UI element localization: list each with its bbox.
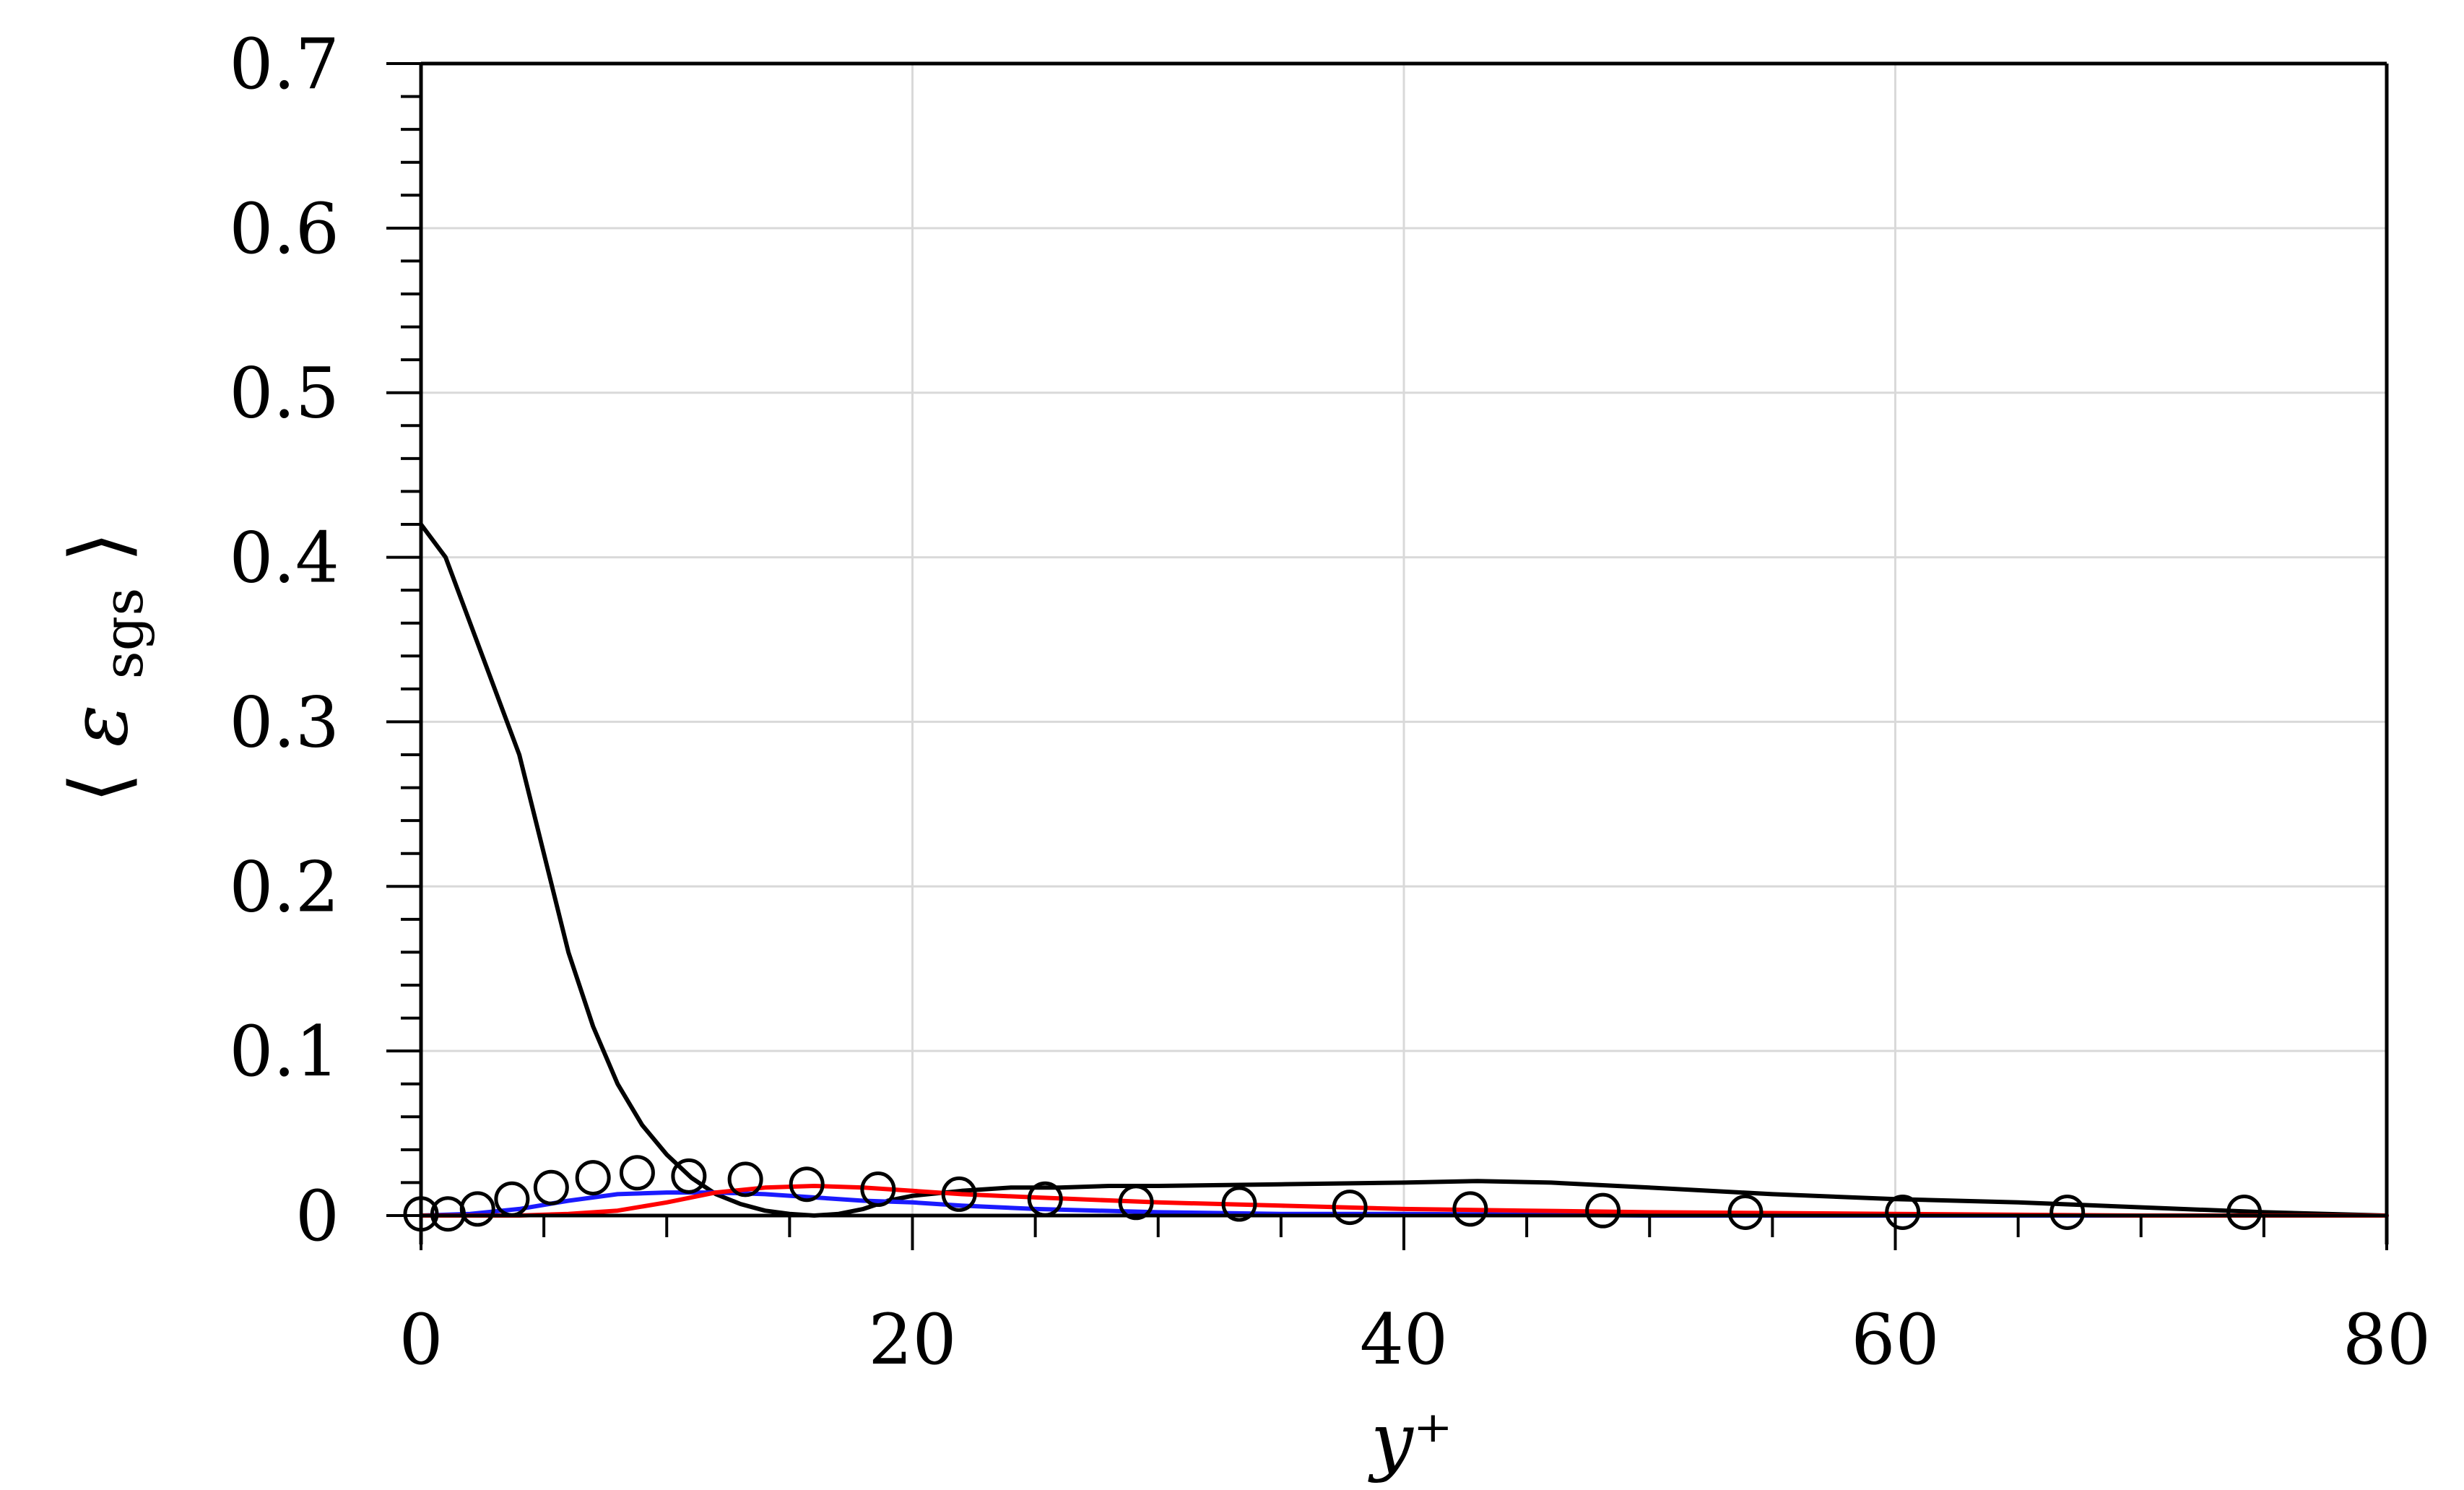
series-line-3 xyxy=(419,1184,2389,1218)
x-tick-label: 0 xyxy=(399,1299,443,1380)
svg-text:⟨ ε sgs ⟩: ⟨ ε sgs ⟩ xyxy=(53,532,161,803)
data-point-marker xyxy=(671,1158,707,1194)
y-tick-label: 0.1 xyxy=(229,1011,339,1092)
y-tick-label: 0.2 xyxy=(229,846,339,927)
x-tick-label: 60 xyxy=(1851,1299,1939,1380)
data-point-marker xyxy=(2226,1194,2263,1230)
data-point-marker xyxy=(789,1166,825,1203)
x-tick-label: 40 xyxy=(1360,1299,1448,1380)
data-point-marker xyxy=(1585,1192,1621,1229)
y-tick-label: 0.4 xyxy=(229,518,339,599)
axes xyxy=(386,61,2389,1250)
y-axis-title-close: ⟩ xyxy=(53,532,145,563)
data-point-marker xyxy=(1118,1184,1154,1221)
x-tick-label: 20 xyxy=(868,1299,956,1380)
y-tick-label: 0.6 xyxy=(229,189,339,269)
series-line-1 xyxy=(419,522,2389,1218)
y-axis-title-open: ⟨ xyxy=(53,772,145,803)
data-point-marker xyxy=(1727,1194,1764,1230)
tick-labels: 0 20 40 60 80 0 0.1 0.2 0.3 0.4 0.5 0.6 0.7 xyxy=(229,24,2431,1380)
y-axis-title-subscript: sgs xyxy=(91,588,155,680)
data-point-marker xyxy=(1452,1191,1488,1227)
data-point-marker xyxy=(1885,1194,1921,1230)
y-tick-label: 0.7 xyxy=(229,24,339,105)
data-point-marker xyxy=(2049,1194,2086,1230)
data-point-marker xyxy=(860,1171,896,1208)
grid xyxy=(421,62,2387,1216)
data-point-marker xyxy=(533,1169,569,1205)
y-tick-label: 0.3 xyxy=(229,682,339,763)
data-point-marker xyxy=(459,1191,495,1227)
data-point-marker xyxy=(619,1155,655,1191)
data-point-marker xyxy=(1221,1186,1257,1222)
x-tick-label: 80 xyxy=(2343,1299,2431,1380)
data-point-marker xyxy=(1332,1190,1368,1226)
data-point-marker xyxy=(575,1160,611,1196)
y-axis-title: ⟨ ε sgs ⟩ xyxy=(53,532,161,803)
series-layer xyxy=(403,522,2389,1232)
y-tick-label: 0 xyxy=(295,1176,339,1257)
y-axis-title-symbol: ε xyxy=(53,704,145,747)
y-tick-label: 0.5 xyxy=(229,353,339,434)
data-point-marker xyxy=(727,1161,763,1197)
data-point-marker xyxy=(941,1176,977,1212)
x-axis-title: y⁺ xyxy=(1368,1396,1453,1484)
